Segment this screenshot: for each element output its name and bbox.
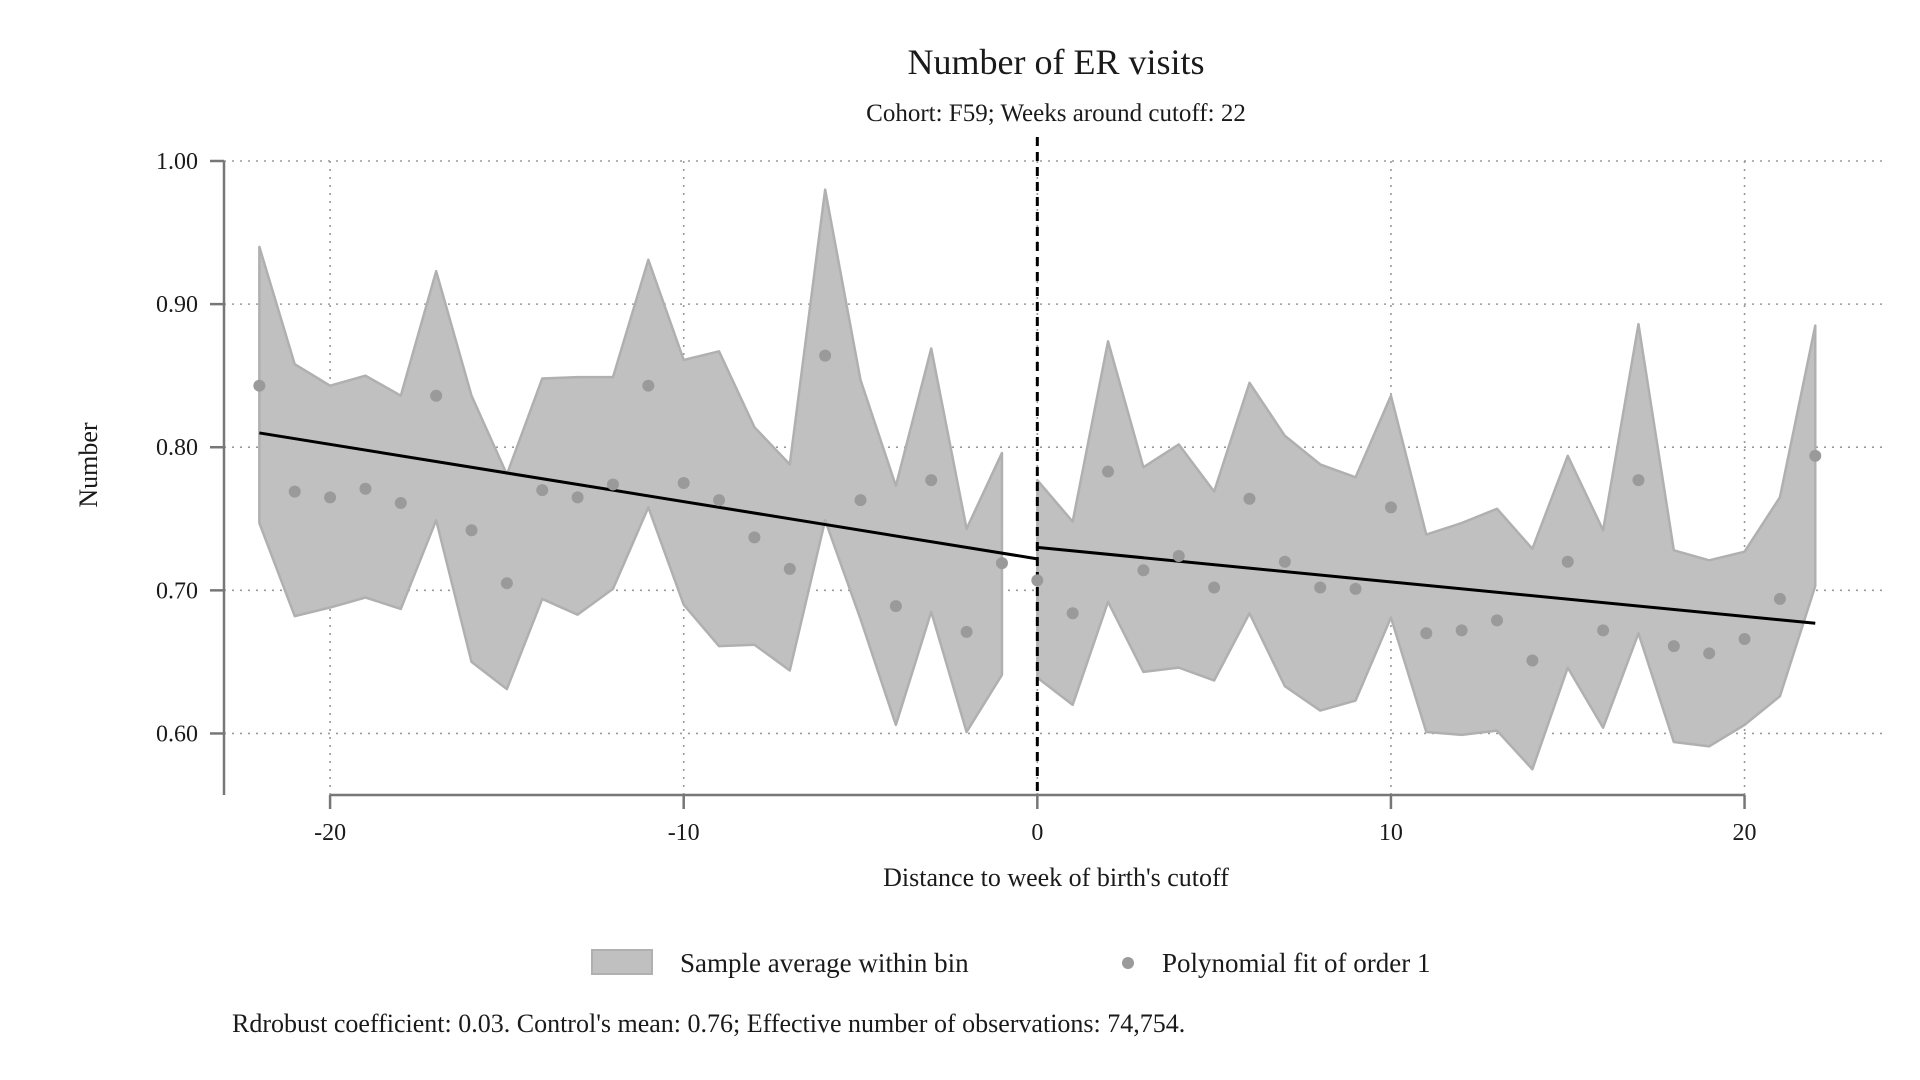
- legend-marker-points: [1122, 957, 1134, 969]
- data-point: [1208, 581, 1221, 594]
- data-point: [889, 600, 902, 613]
- confidence-band-segment: [1036, 322, 1817, 771]
- data-point: [1667, 640, 1680, 653]
- data-point: [1420, 627, 1433, 640]
- data-point: [465, 524, 478, 537]
- data-point: [571, 491, 584, 504]
- data-point: [925, 474, 938, 487]
- fit-line-segment: [259, 431, 1038, 561]
- data-point: [1384, 501, 1397, 514]
- data-point: [677, 477, 690, 490]
- data-point: [288, 485, 301, 498]
- data-point: [1632, 474, 1645, 487]
- data-point: [253, 379, 266, 392]
- legend-label-band: Sample average within bin: [680, 948, 969, 978]
- data-point: [1491, 614, 1504, 627]
- y-tick-label: 0.60: [156, 721, 198, 747]
- data-point: [1526, 654, 1539, 667]
- x-tick-label: -10: [668, 820, 700, 846]
- data-point: [1137, 564, 1150, 577]
- data-point: [1314, 581, 1327, 594]
- data-point: [359, 482, 372, 495]
- y-tick-label: 1.00: [156, 149, 198, 175]
- y-tick-label: 0.90: [156, 292, 198, 318]
- fit-line-layer: [259, 431, 1816, 625]
- data-point: [1243, 492, 1256, 505]
- data-point: [1278, 555, 1291, 568]
- data-point: [748, 531, 761, 544]
- data-point: [1031, 574, 1044, 587]
- x-tick-label: 20: [1733, 820, 1757, 846]
- data-point: [1738, 633, 1751, 646]
- data-point: [606, 478, 619, 491]
- data-point: [995, 557, 1008, 570]
- legend-swatch-band: [591, 949, 653, 975]
- x-tick-label: -20: [314, 820, 346, 846]
- data-point: [1349, 582, 1362, 595]
- legend: Sample average within bin Polynomial fit…: [591, 948, 1430, 978]
- data-point: [1773, 592, 1786, 605]
- x-tick-label: 0: [1031, 820, 1043, 846]
- axis-layer: 0.60 0.70 0.80 0.90 1.00 -20 -10 0 10 20: [156, 149, 1757, 846]
- data-point: [960, 625, 973, 638]
- data-point: [713, 494, 726, 507]
- y-tick-label: 0.70: [156, 578, 198, 604]
- confidence-band-segment: [258, 188, 1004, 734]
- data-point: [324, 491, 337, 504]
- data-point: [1455, 624, 1468, 637]
- data-point: [1703, 647, 1716, 660]
- data-point: [1561, 555, 1574, 568]
- data-point: [394, 497, 407, 510]
- data-point: [1809, 449, 1822, 462]
- data-point: [1066, 607, 1079, 620]
- y-tick-label: 0.80: [156, 435, 198, 461]
- data-point: [1172, 549, 1185, 562]
- point-layer: [253, 349, 1822, 667]
- data-point: [854, 494, 867, 507]
- footnote: Rdrobust coefficient: 0.03. Control's me…: [232, 1009, 1185, 1038]
- data-point: [430, 389, 443, 402]
- chart-title: Number of ER visits: [908, 42, 1205, 82]
- data-point: [1102, 465, 1115, 478]
- fit-line-segment: [1037, 545, 1816, 625]
- confidence-band-layer: [258, 188, 1817, 771]
- data-point: [1597, 624, 1610, 637]
- data-point: [500, 577, 513, 590]
- data-point: [819, 349, 832, 362]
- chart-subtitle: Cohort: F59; Weeks around cutoff: 22: [866, 100, 1246, 127]
- data-point: [536, 484, 549, 497]
- x-axis-label: Distance to week of birth's cutoff: [883, 863, 1229, 892]
- data-point: [642, 379, 655, 392]
- data-point: [783, 562, 796, 575]
- legend-label-points: Polynomial fit of order 1: [1162, 948, 1430, 978]
- y-axis-label: Number: [74, 422, 103, 508]
- x-tick-label: 10: [1379, 820, 1403, 846]
